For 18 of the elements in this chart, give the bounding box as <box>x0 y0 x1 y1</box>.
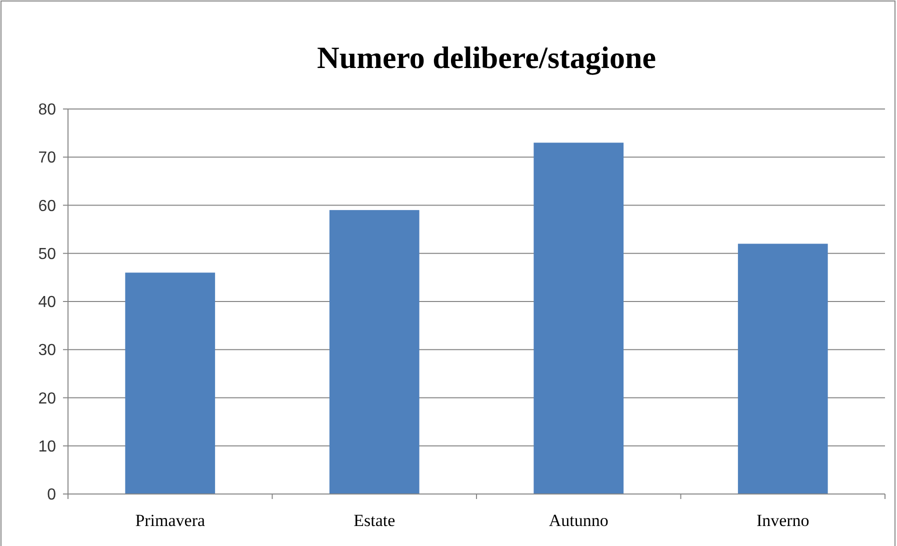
y-tick-label: 50 <box>38 246 56 263</box>
y-tick-label: 60 <box>38 198 56 215</box>
y-tick-label: 40 <box>38 294 56 312</box>
chart-title: Numero delibere/stagione <box>317 40 656 75</box>
y-tick-label: 20 <box>38 390 56 408</box>
x-tick-label: Estate <box>354 511 396 530</box>
y-tick-label: 80 <box>38 102 56 119</box>
bar <box>125 272 216 494</box>
x-tick-label: Autunno <box>548 511 608 530</box>
y-tick-label: 10 <box>38 438 56 456</box>
x-tick-label: Primavera <box>135 511 206 530</box>
y-tick-label: 70 <box>38 150 56 167</box>
bar <box>738 244 828 494</box>
x-tick-label: Inverno <box>756 511 810 530</box>
y-tick-label: 30 <box>38 342 56 360</box>
y-tick-label: 0 <box>47 486 56 504</box>
bar <box>534 142 624 494</box>
bar <box>329 210 420 494</box>
